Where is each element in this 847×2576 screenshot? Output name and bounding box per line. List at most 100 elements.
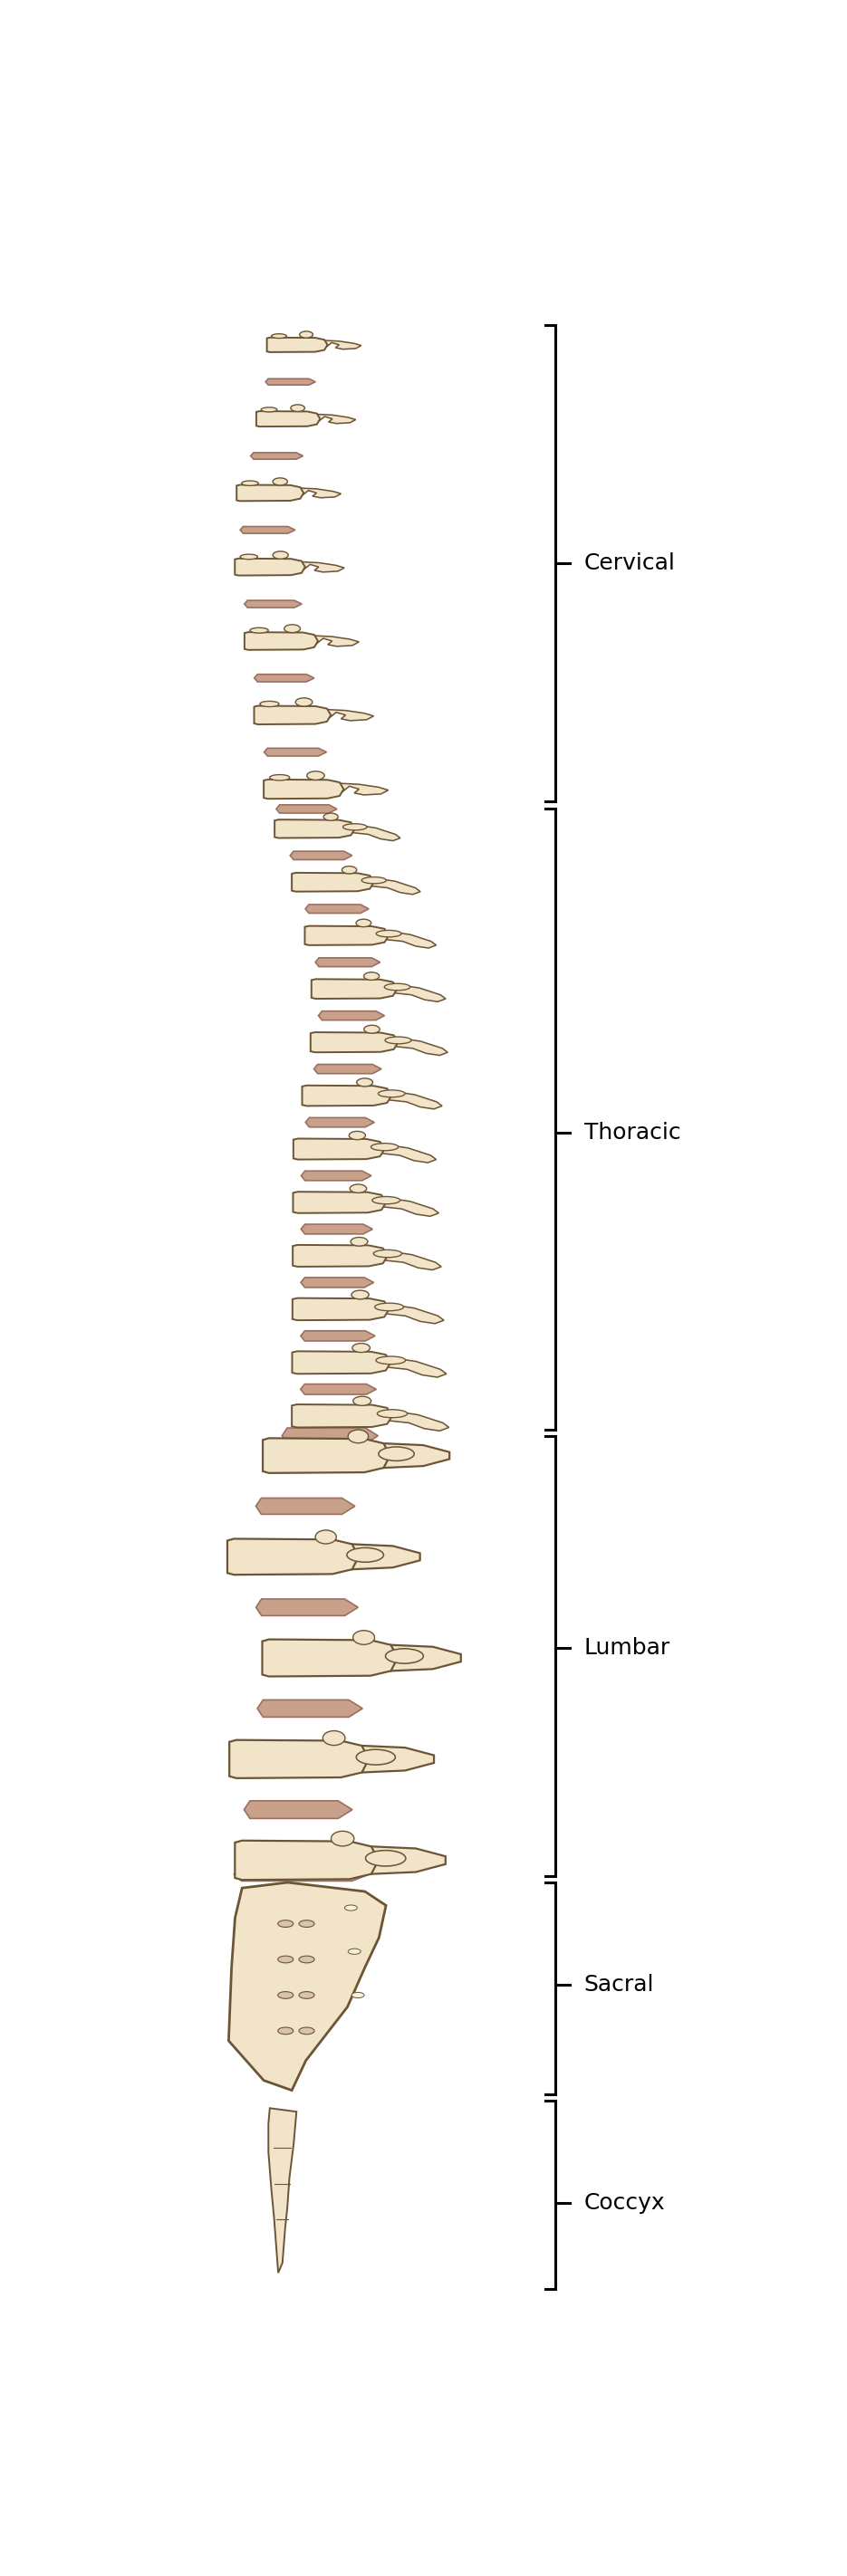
Ellipse shape	[374, 1249, 401, 1257]
Ellipse shape	[342, 866, 357, 873]
Ellipse shape	[278, 1955, 293, 1963]
Polygon shape	[274, 819, 355, 837]
Polygon shape	[390, 1646, 461, 1672]
Polygon shape	[263, 781, 344, 799]
Polygon shape	[256, 1499, 355, 1515]
Ellipse shape	[273, 551, 288, 559]
Polygon shape	[268, 2107, 296, 2272]
Polygon shape	[317, 415, 356, 422]
Ellipse shape	[260, 701, 279, 706]
Polygon shape	[244, 1801, 352, 1819]
Ellipse shape	[291, 404, 305, 412]
Polygon shape	[235, 559, 305, 574]
Ellipse shape	[371, 1144, 398, 1151]
Polygon shape	[352, 1543, 420, 1569]
Ellipse shape	[385, 1036, 412, 1043]
Polygon shape	[302, 1084, 391, 1105]
Polygon shape	[301, 487, 341, 497]
Polygon shape	[351, 824, 401, 840]
Ellipse shape	[379, 1448, 414, 1461]
Polygon shape	[305, 925, 389, 945]
Ellipse shape	[385, 984, 410, 989]
Polygon shape	[234, 1868, 369, 1880]
Polygon shape	[387, 1409, 449, 1430]
Ellipse shape	[349, 1131, 365, 1139]
Polygon shape	[340, 783, 388, 796]
Polygon shape	[227, 1538, 358, 1574]
Polygon shape	[251, 453, 303, 459]
Polygon shape	[292, 1352, 390, 1373]
Ellipse shape	[273, 479, 287, 484]
Ellipse shape	[376, 930, 401, 938]
Ellipse shape	[299, 1991, 314, 1999]
Ellipse shape	[346, 1548, 384, 1561]
Polygon shape	[230, 1739, 368, 1777]
Polygon shape	[314, 636, 359, 647]
Ellipse shape	[331, 1832, 354, 1847]
Ellipse shape	[352, 1342, 370, 1352]
Polygon shape	[314, 1064, 381, 1074]
Ellipse shape	[241, 554, 257, 559]
Polygon shape	[301, 1224, 373, 1234]
Polygon shape	[302, 562, 345, 572]
Ellipse shape	[356, 920, 371, 927]
Polygon shape	[264, 747, 327, 755]
Polygon shape	[327, 708, 374, 721]
Polygon shape	[324, 340, 362, 350]
Polygon shape	[292, 873, 374, 891]
Ellipse shape	[323, 1731, 345, 1747]
Ellipse shape	[362, 876, 386, 884]
Polygon shape	[371, 1847, 446, 1873]
Polygon shape	[245, 600, 302, 608]
Ellipse shape	[351, 1236, 368, 1247]
Polygon shape	[380, 1144, 436, 1162]
Polygon shape	[306, 904, 368, 914]
Polygon shape	[263, 1437, 390, 1473]
Ellipse shape	[377, 1409, 407, 1417]
Polygon shape	[229, 1883, 386, 2089]
Ellipse shape	[324, 814, 338, 822]
Polygon shape	[292, 1298, 389, 1321]
Ellipse shape	[278, 1919, 293, 1927]
Ellipse shape	[374, 1303, 404, 1311]
Polygon shape	[291, 850, 352, 860]
Polygon shape	[394, 1038, 448, 1056]
Ellipse shape	[241, 482, 258, 487]
Polygon shape	[301, 1383, 376, 1394]
Polygon shape	[393, 984, 446, 1002]
Polygon shape	[293, 1139, 385, 1159]
Polygon shape	[306, 1118, 374, 1128]
Ellipse shape	[300, 332, 313, 337]
Ellipse shape	[357, 1749, 396, 1765]
Ellipse shape	[299, 1919, 314, 1927]
Polygon shape	[254, 675, 314, 683]
Polygon shape	[383, 1249, 441, 1270]
Ellipse shape	[376, 1358, 406, 1365]
Polygon shape	[257, 1700, 363, 1718]
Ellipse shape	[261, 407, 277, 412]
Ellipse shape	[307, 770, 324, 781]
Text: Lumbar: Lumbar	[584, 1638, 670, 1659]
Polygon shape	[293, 1244, 388, 1267]
Polygon shape	[257, 412, 320, 428]
Ellipse shape	[278, 2027, 293, 2035]
Polygon shape	[302, 1172, 371, 1180]
Polygon shape	[266, 379, 315, 384]
Polygon shape	[245, 631, 318, 649]
Ellipse shape	[284, 623, 301, 634]
Polygon shape	[312, 979, 397, 999]
Polygon shape	[301, 1332, 375, 1342]
Polygon shape	[318, 1012, 385, 1020]
Ellipse shape	[353, 1396, 371, 1406]
Ellipse shape	[345, 1906, 357, 1911]
Polygon shape	[381, 1198, 439, 1216]
Ellipse shape	[343, 824, 367, 829]
Ellipse shape	[250, 629, 268, 634]
Polygon shape	[235, 1842, 379, 1880]
Ellipse shape	[352, 1291, 368, 1298]
Polygon shape	[385, 1358, 446, 1378]
Polygon shape	[263, 1638, 397, 1677]
Polygon shape	[282, 1427, 378, 1443]
Polygon shape	[236, 484, 303, 500]
Polygon shape	[293, 1193, 386, 1213]
